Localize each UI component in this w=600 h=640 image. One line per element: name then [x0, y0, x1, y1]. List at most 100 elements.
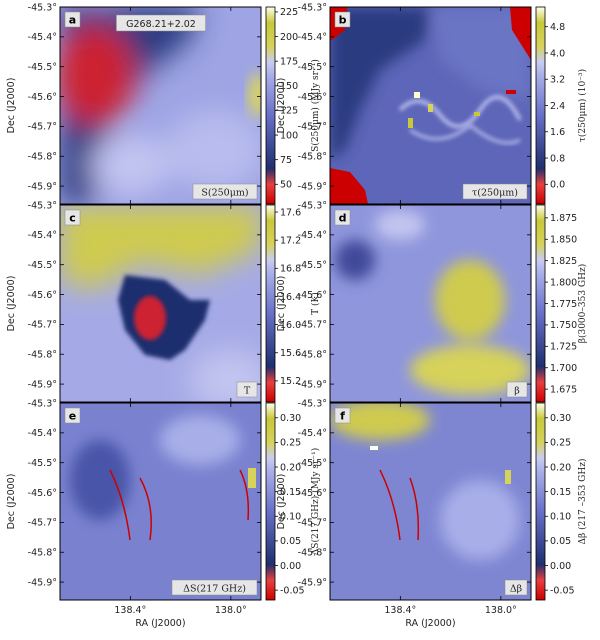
heatmap-f	[330, 403, 531, 600]
heatmap-b	[330, 7, 531, 204]
dec-axis-label: Dec (J2000)	[276, 78, 287, 134]
colorbar-tick-label: 2.4	[550, 101, 565, 112]
colorbar-tick-label: 0.00	[280, 561, 301, 572]
heatmap-c	[60, 205, 261, 402]
map-tag-box	[236, 381, 258, 398]
dec-tick-label: -45.9°	[28, 181, 57, 192]
ra-tick-label: 138.0°	[485, 605, 517, 616]
ra-tick-label: 138.4°	[114, 605, 146, 616]
dec-axis-label: Dec (J2000)	[6, 276, 17, 332]
panel-a-annotations: a S(250μm) 50 75 100 125 150 175 200 225 S(250μm) …	[6, 2, 321, 205]
map-tag-box	[462, 183, 528, 200]
colorbar	[535, 6, 546, 205]
colorbar-tick-label: 0.15	[280, 487, 301, 498]
panel-d-annotations: d β 1.675 1.700 1.725 1.750 1.775 1.800 1.825 1.8…	[276, 200, 588, 403]
dec-tick-label: -45.9°	[28, 577, 57, 588]
dec-tick-label: -45.3°	[298, 398, 327, 409]
map-tag-box	[506, 381, 528, 398]
colorbar-tick-label: 1.700	[550, 363, 577, 374]
panel-letter-box	[334, 209, 351, 226]
panel-letter: a	[69, 14, 76, 27]
colorbar-tick-label: 1.6	[550, 127, 565, 138]
colorbar-tick-label: 3.2	[550, 75, 565, 86]
colorbar-tick-label: 225	[280, 7, 298, 18]
colorbar-tick-label: 0.10	[280, 512, 301, 523]
colorbar-tick-label: 0.30	[550, 413, 571, 424]
colorbar	[265, 6, 276, 205]
dec-tick-label: -45.5°	[298, 62, 327, 73]
panel-letter-box	[64, 11, 81, 28]
colorbar-tick-label: 200	[280, 32, 298, 43]
panel-letter-box	[64, 407, 81, 424]
colorbar-tick-label: 16.4	[280, 292, 301, 303]
dec-tick-label: -45.8°	[298, 350, 327, 361]
ra-tick-label: 138.0°	[215, 605, 247, 616]
dec-tick-label: -45.6°	[28, 92, 57, 103]
dec-tick-label: -45.7°	[298, 518, 327, 529]
colorbar-label: τ(250μm) (10⁻³)	[577, 69, 588, 142]
dec-tick-label: -45.5°	[298, 260, 327, 271]
dec-tick-label: -45.4°	[298, 32, 327, 43]
colorbar-tick-label: 0.10	[550, 512, 571, 523]
colorbar-tick-label: 1.725	[550, 342, 577, 353]
panel-e-annotations: e ΔS(217 GHz) -0.05 0.00 0.05 0.10 0.15 0.20 0.2…	[6, 398, 321, 629]
dec-tick-label: -45.9°	[298, 577, 327, 588]
colorbar-tick-label: 100	[280, 130, 298, 141]
colorbar-tick-label: 17.2	[280, 235, 301, 246]
dec-tick-label: -45.6°	[28, 488, 57, 499]
ra-axis-label: RA (J2000)	[135, 618, 185, 629]
dec-axis-label: Dec (J2000)	[6, 474, 17, 530]
panel-letter-box	[334, 11, 351, 28]
colorbar-tick-label: -0.05	[550, 585, 575, 596]
dec-tick-label: -45.4°	[298, 230, 327, 241]
map-tag: Δβ	[510, 584, 523, 595]
panel-d	[329, 204, 532, 403]
panel-e	[59, 402, 262, 601]
colorbar-tick-label: 150	[280, 81, 298, 92]
panel-f-annotations: f Δβ -0.05 0.00 0.05 0.10 0.15 0.20 0.25 0.30 Δβ (…	[276, 398, 588, 629]
dec-tick-label: -45.7°	[298, 320, 327, 331]
heatmap-d	[330, 205, 531, 402]
colorbar-tick-label: 75	[280, 155, 292, 166]
dec-tick-label: -45.6°	[298, 290, 327, 301]
dec-tick-label: -45.7°	[28, 320, 57, 331]
dec-tick-label: -45.3°	[298, 200, 327, 211]
dec-tick-label: -45.5°	[298, 458, 327, 469]
colorbar-tick-label: 175	[280, 56, 298, 67]
colorbar	[535, 402, 546, 601]
colorbar	[535, 204, 546, 403]
map-tag-box	[192, 183, 258, 200]
panel-c	[59, 204, 262, 403]
colorbar-tick-label: 50	[280, 180, 292, 191]
dec-tick-label: -45.8°	[298, 152, 327, 163]
dec-tick-label: -45.4°	[298, 428, 327, 439]
dec-tick-label: -45.4°	[28, 428, 57, 439]
colorbar-label: β(3000–353 GHz)	[577, 264, 588, 343]
overlays: a S(250μm) 50 75 100 125 150 175 200 225 S(250μm) …	[6, 2, 588, 629]
colorbar-tick-label: 16.8	[280, 264, 301, 275]
colorbar-tick-label: 0.05	[550, 536, 571, 547]
colorbar-tick-label: 4.0	[550, 48, 565, 59]
panel-letter: e	[69, 410, 76, 423]
colorbar-tick-label: 0.20	[550, 462, 571, 473]
heatmap-e	[60, 403, 261, 600]
panel-c-annotations: c T 15.2 15.6 16.0 16.4 16.8 17.2 17.6 T (K) -45.3…	[6, 200, 321, 403]
dec-tick-label: -45.8°	[28, 152, 57, 163]
dec-tick-label: -45.9°	[28, 379, 57, 390]
figure-title: G268.21+2.02	[126, 19, 196, 30]
ra-tick-label: 138.4°	[384, 605, 416, 616]
map-tag: ΔS(217 GHz)	[183, 584, 246, 595]
map-tag: τ(250μm)	[472, 188, 518, 199]
colorbar-tick-label: 17.6	[280, 207, 301, 218]
colorbar-tick-label: 1.675	[550, 384, 577, 395]
colorbar-tick-label: 16.0	[280, 320, 301, 331]
dec-axis-label: Dec (J2000)	[276, 276, 287, 332]
dec-tick-label: -45.8°	[28, 350, 57, 361]
map-tag-box	[171, 579, 258, 596]
panel-f	[329, 402, 532, 601]
colorbar-tick-label: 125	[280, 106, 298, 117]
colorbar-tick-label: 0.0	[550, 180, 565, 191]
dec-tick-label: -45.7°	[28, 518, 57, 529]
dec-tick-label: -45.6°	[298, 488, 327, 499]
